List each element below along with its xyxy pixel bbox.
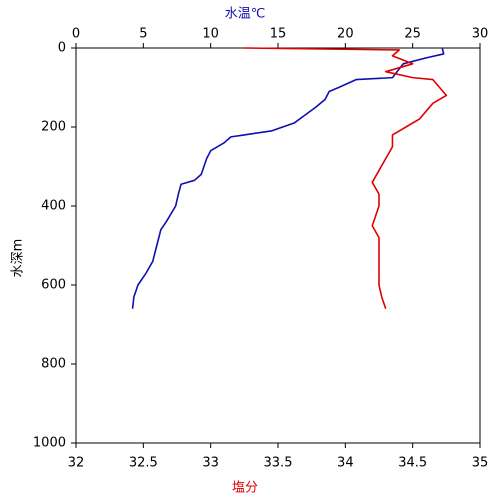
profile-line	[131, 47, 445, 309]
x2-tick-label: 30	[472, 27, 489, 42]
x-tick-label: 34.5	[398, 456, 427, 471]
x-tick-label: 33.5	[264, 456, 293, 471]
x2-tick-label: 5	[139, 27, 147, 42]
y-tick-label: 0	[58, 41, 66, 56]
x-axis-label: 塩分	[232, 481, 258, 496]
x-tick-label: 32	[68, 456, 85, 471]
y-tick-label: 800	[41, 357, 66, 372]
y-tick-label: 200	[41, 120, 66, 135]
x-tick-label: 35	[472, 456, 489, 471]
y-tick-label: 1000	[33, 436, 66, 451]
x2-tick-label: 15	[270, 27, 287, 42]
x-tick-label: 33	[202, 456, 219, 471]
plot-frame	[75, 47, 481, 444]
x-tick-label: 34	[337, 456, 354, 471]
y-tick-label: 600	[41, 278, 66, 293]
x2-tick-label: 10	[202, 27, 219, 42]
y-tick-label: 400	[41, 199, 66, 214]
y-axis-label: 水深m	[11, 239, 26, 278]
x2-tick-label: 0	[72, 27, 80, 42]
profile-line	[244, 47, 448, 309]
x-tick-label: 32.5	[129, 456, 158, 471]
x2-axis-label: 水温℃	[225, 7, 266, 22]
x2-tick-label: 25	[404, 27, 421, 42]
x2-tick-label: 20	[337, 27, 354, 42]
